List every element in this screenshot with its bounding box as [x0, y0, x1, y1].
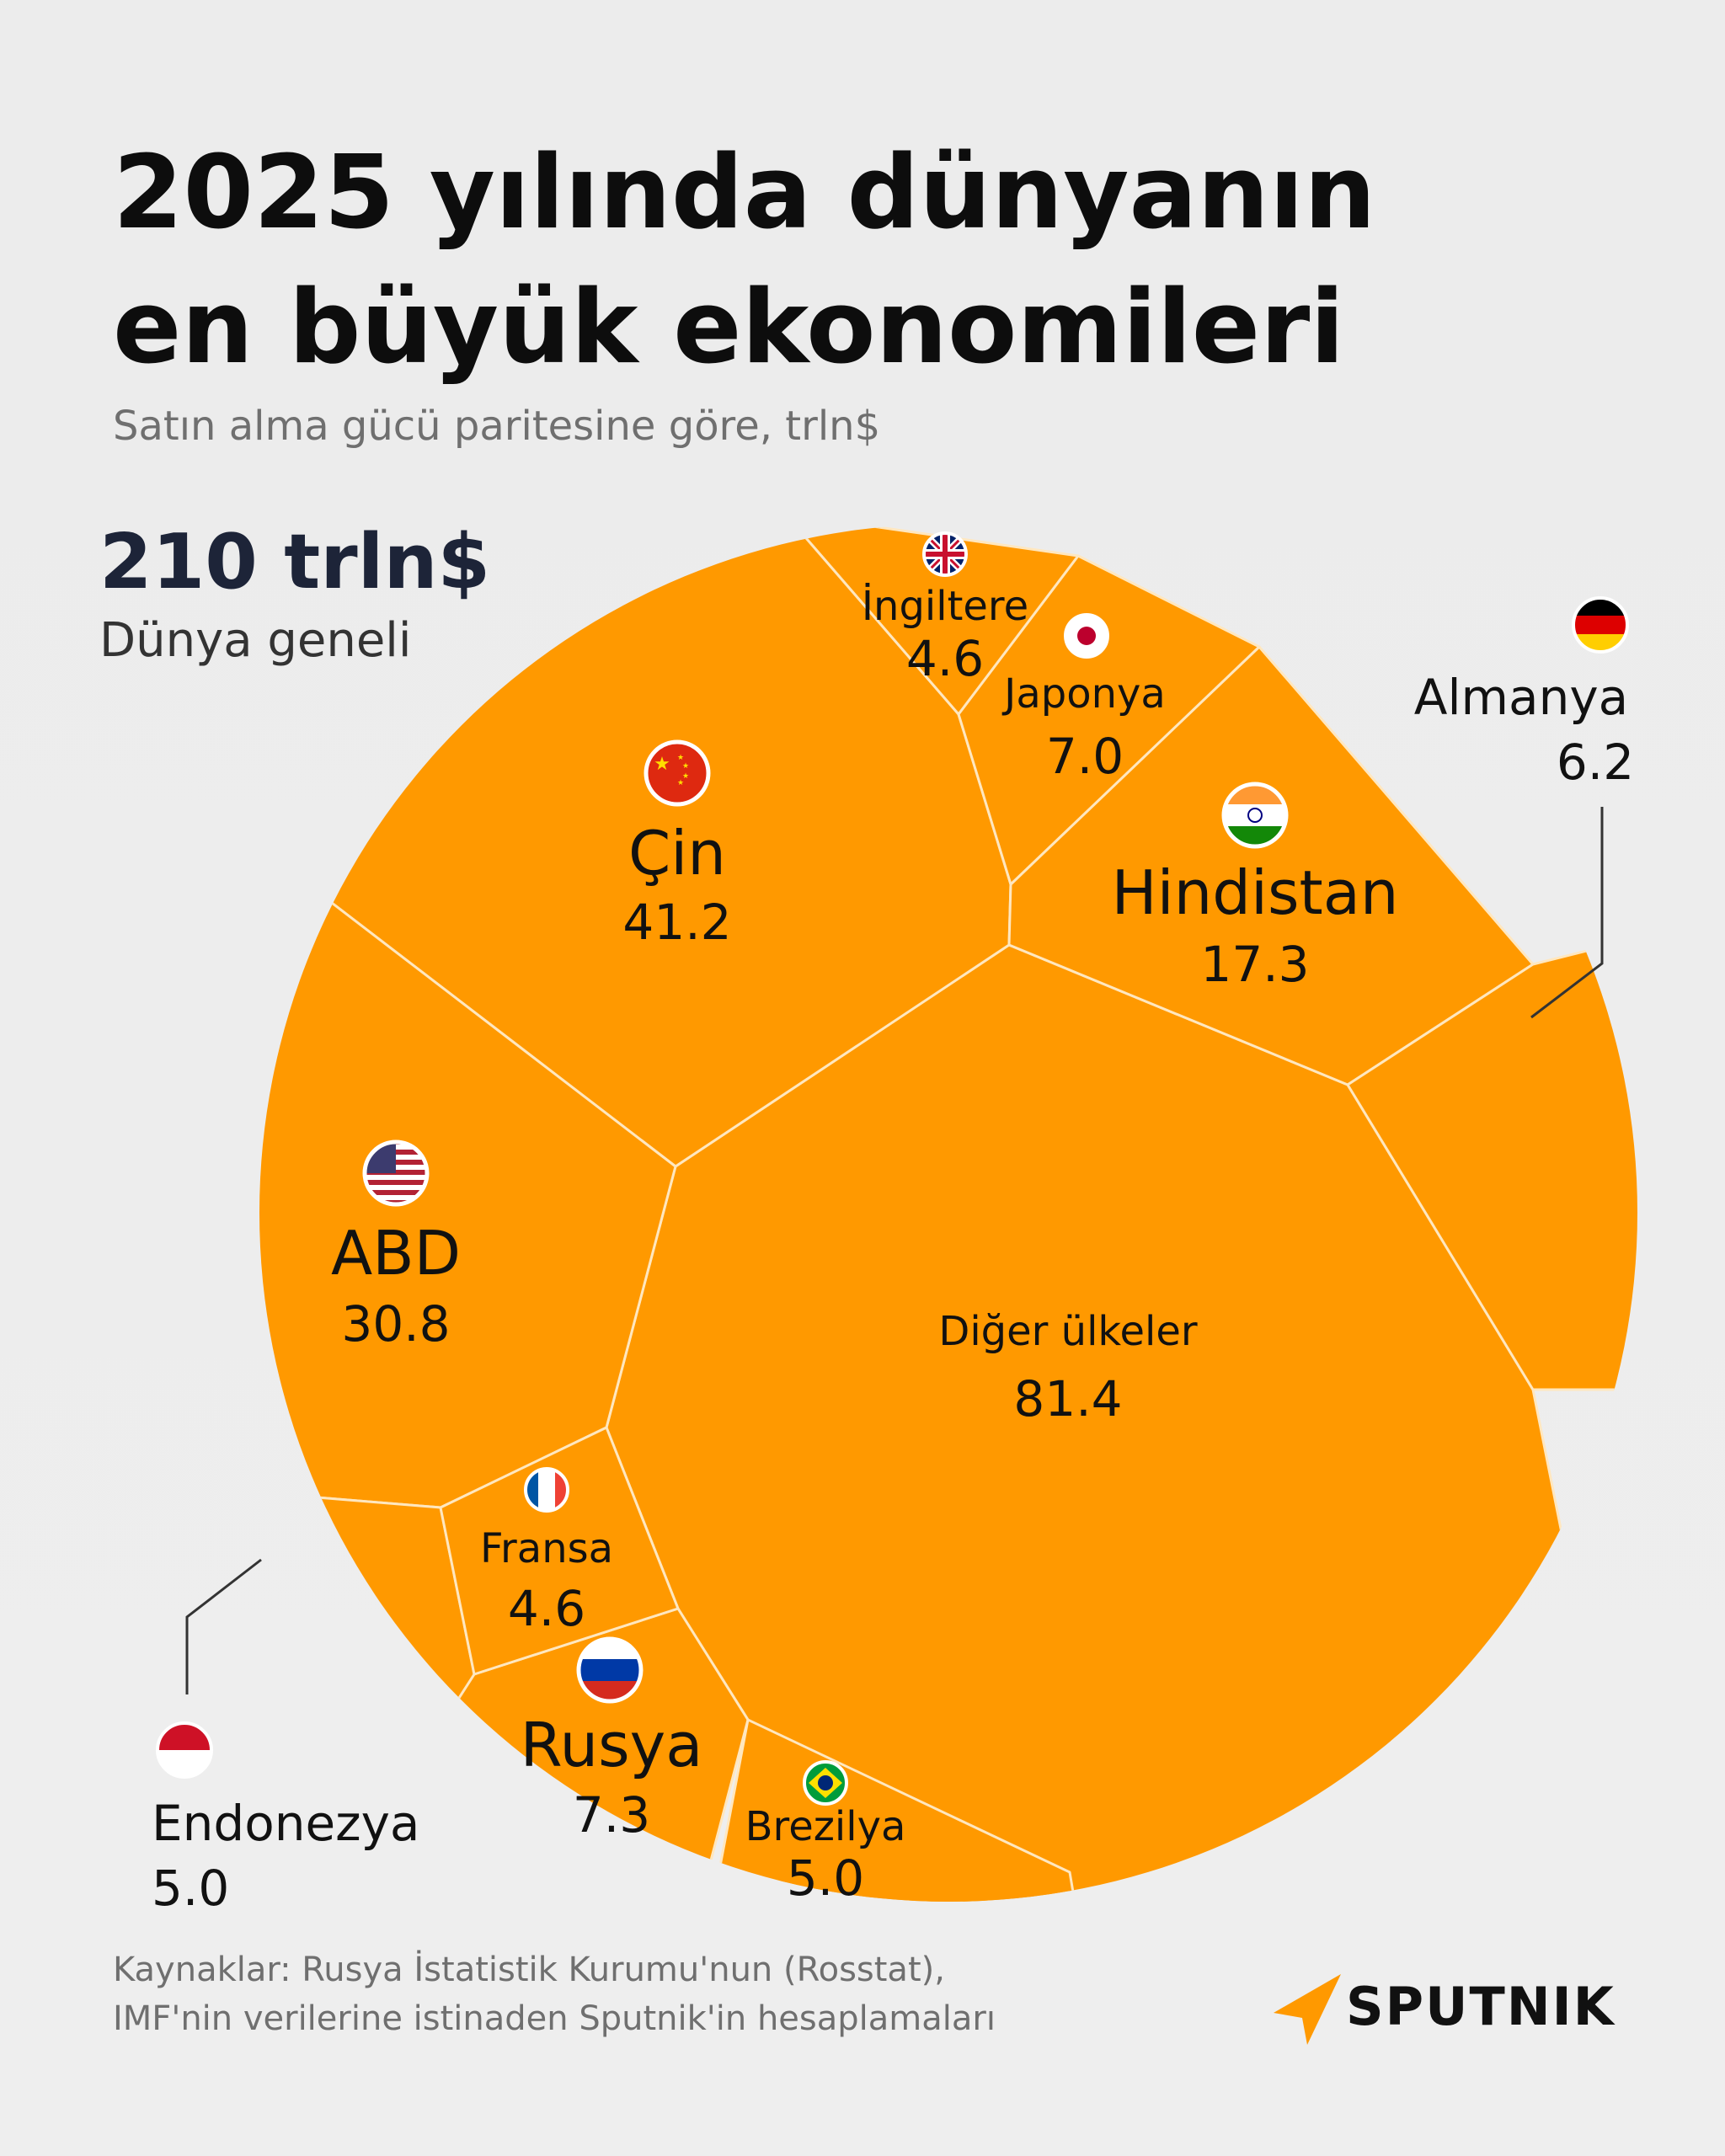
label-cin-value: 41.2	[622, 894, 731, 951]
page-subtitle: Satın alma gücü paritesine göre, trln$	[113, 403, 881, 450]
cell-fransa	[439, 1426, 680, 1676]
sputnik-logo-icon	[1274, 1974, 1341, 2045]
label-abd-name: ABD	[331, 1218, 461, 1289]
label-rusya-value: 7.3	[573, 1786, 650, 1844]
label-endonezya-name: Endonezya	[152, 1795, 419, 1852]
label-abd-value: 30.8	[341, 1295, 450, 1353]
flag-japan-icon	[1064, 613, 1109, 659]
page-title: 2025 yılında dünyanın en büyük ekonomile…	[113, 126, 1629, 396]
source-line-1: Kaynaklar: Rusya İstatistik Kurumu'nun (…	[113, 1951, 945, 1989]
svg-text:★: ★	[682, 772, 689, 781]
leader-line-almanya	[1530, 807, 1604, 1019]
title-line-2: en büyük ekonomileri	[113, 270, 1345, 387]
flag-indonesia-icon	[156, 1721, 213, 1779]
title-line-1: 2025 yılında dünyanın	[113, 135, 1376, 252]
source-line-2: IMF'nin verilerine istinaden Sputnik'in …	[113, 1999, 996, 2038]
label-japonya-value: 7.0	[1046, 728, 1124, 785]
source-note: Kaynaklar: Rusya İstatistik Kurumu'nun (…	[113, 1945, 1124, 2043]
brand-name: SPUTNIK	[1346, 1976, 1616, 2037]
sputnik-logo: SPUTNIK	[1270, 1969, 1624, 2050]
svg-text:★: ★	[682, 762, 689, 771]
label-diger-value: 81.4	[1013, 1370, 1122, 1428]
svg-text:★: ★	[677, 754, 684, 762]
flag-usa-icon	[362, 1139, 430, 1207]
svg-text:★: ★	[654, 754, 670, 775]
label-hindistan-value: 17.3	[1200, 936, 1309, 993]
label-japonya-name: Japonya	[1001, 670, 1166, 718]
cell-almanya	[1346, 925, 1637, 1391]
label-fransa-value: 4.6	[508, 1580, 585, 1637]
label-almanya-name: Almanya	[1414, 669, 1628, 726]
flag-france-icon	[524, 1467, 569, 1513]
cell-ingiltere	[783, 524, 1080, 716]
label-endonezya-value: 5.0	[152, 1860, 229, 1917]
label-ingiltere-value: 4.6	[906, 630, 984, 687]
label-brezilya-value: 5.0	[787, 1849, 864, 1907]
cell-brezilya	[689, 1718, 1097, 1902]
label-almanya-value: 6.2	[1557, 734, 1634, 791]
label-fransa-name: Fransa	[480, 1525, 613, 1572]
flag-china-icon: ★ ★ ★ ★ ★	[644, 739, 711, 807]
cell-endonezya	[259, 1481, 476, 1902]
flag-germany-icon	[1572, 596, 1629, 654]
world-total-value: 210 trln$	[99, 518, 491, 606]
flag-brazil-icon	[803, 1760, 848, 1806]
label-ingiltere-name: İngiltere	[862, 583, 1028, 630]
label-hindistan-name: Hindistan	[1112, 857, 1399, 928]
leader-line-endonezya	[185, 1558, 262, 1694]
svg-text:★: ★	[677, 779, 684, 787]
label-brezilya-name: Brezilya	[745, 1803, 906, 1850]
label-rusya-name: Rusya	[521, 1710, 703, 1780]
label-cin-name: Çin	[628, 818, 726, 889]
world-total-label: Dünya geneli	[99, 613, 412, 668]
label-diger-name: Diğer ülkeler	[938, 1308, 1198, 1355]
